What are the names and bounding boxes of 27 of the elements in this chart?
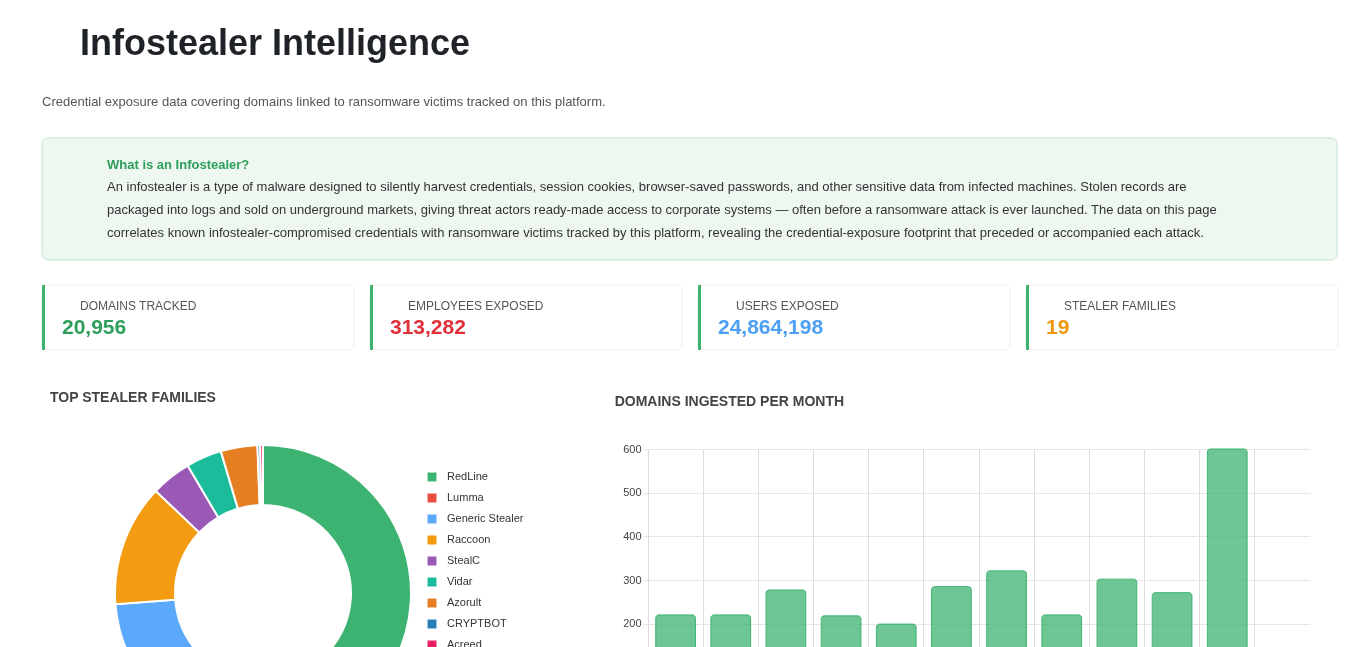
- y-tick-label: 600: [623, 442, 642, 455]
- y-tick-label: 500: [623, 486, 642, 499]
- text: 19: [1046, 315, 1070, 338]
- legend-label: StealC: [447, 554, 481, 566]
- text: STEALER FAMILIES: [1064, 299, 1177, 313]
- text: 20,956: [62, 315, 127, 338]
- text: 24,864,198: [718, 315, 824, 338]
- chart-title: DOMAINS INGESTED PER MONTH: [614, 393, 845, 409]
- text: Credential exposure data covering domains linked to ransomware victims tracked on this platform.: [42, 94, 606, 109]
- text: What is an Infostealer?: [107, 157, 250, 172]
- legend-label: Generic Stealer: [447, 512, 524, 524]
- text: EMPLOYEES EXPOSED: [408, 299, 544, 313]
- y-tick-label: 300: [623, 573, 642, 586]
- text: An infostealer is a type of malware designed to silently harvest credentials, session cookies, browser-saved passwords, and other sensitive data from infected machines. Stolen records are packaged into logs and sold on underground markets, giving threat actors ready-made access to corporate systems — often before a ransomware attack is ever launched. The data on this page correlates known infostealer-compromised credentials with ransomware victims tracked by this platform, revealing the credential-exposure footprint that preceded or accompanied each attack.: [107, 179, 1217, 240]
- text: 313,282: [390, 315, 466, 338]
- text: DOMAINS TRACKED: [80, 299, 197, 313]
- text: Infostealer Intelligence: [80, 22, 471, 63]
- legend-label: RedLine: [447, 470, 488, 482]
- chart-title: TOP STEALER FAMILIES: [50, 389, 216, 405]
- legend-label: CRYPTBOT: [447, 617, 507, 629]
- legend-label: Azorult: [447, 596, 482, 608]
- legend-label: Raccoon: [447, 533, 491, 545]
- legend-label: Lumma: [447, 491, 485, 503]
- legend-label: Vidar: [447, 575, 473, 587]
- y-tick-label: 200: [623, 617, 642, 630]
- text: USERS EXPOSED: [736, 299, 840, 313]
- y-tick-label: 400: [623, 529, 642, 542]
